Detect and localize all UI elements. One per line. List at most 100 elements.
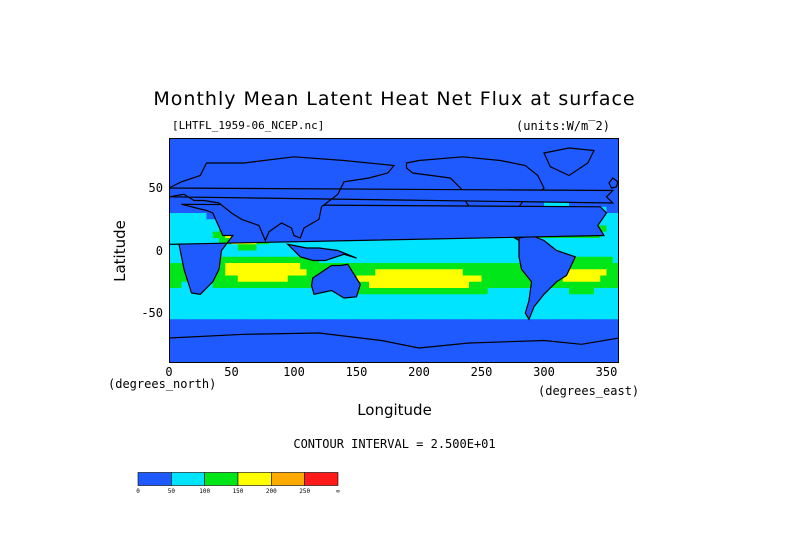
heatmap-cell — [400, 181, 408, 189]
heatmap-cell — [612, 225, 619, 233]
x-tick-label: 250 — [470, 365, 493, 379]
heatmap-cell — [500, 325, 508, 333]
heatmap-cell — [581, 294, 589, 302]
heatmap-cell — [506, 269, 514, 277]
colorbar-level-label: 200 — [265, 488, 277, 495]
heatmap-cell — [525, 156, 533, 164]
heatmap-cell — [562, 144, 570, 152]
heatmap-cell — [331, 319, 339, 327]
heatmap-cell — [312, 313, 320, 320]
heatmap-cell — [606, 156, 614, 164]
heatmap-cell — [400, 275, 408, 283]
heatmap-cell — [394, 313, 401, 320]
heatmap-cell — [287, 263, 295, 270]
heatmap-cell — [256, 138, 264, 145]
heatmap-cell — [594, 256, 601, 264]
heatmap-cell — [587, 269, 595, 277]
heatmap-cell — [250, 144, 258, 152]
heatmap-cell — [437, 281, 445, 289]
heatmap-cell — [231, 306, 239, 314]
heatmap-cell — [175, 225, 183, 233]
heatmap-cell — [387, 150, 395, 158]
heatmap-cell — [525, 281, 533, 289]
heatmap-cell — [256, 281, 264, 289]
heatmap-cell — [575, 175, 583, 183]
heatmap-cell — [312, 300, 320, 308]
heatmap-cell — [387, 306, 395, 314]
heatmap-cell — [512, 138, 520, 145]
heatmap-cell — [462, 269, 470, 277]
heatmap-cell — [250, 288, 258, 295]
heatmap-cell — [394, 319, 401, 327]
heatmap-cell — [406, 144, 414, 152]
heatmap-cell — [462, 275, 470, 283]
heatmap-cell — [169, 325, 176, 333]
heatmap-cell — [262, 306, 270, 314]
heatmap-cell — [606, 238, 614, 245]
heatmap-cell — [400, 138, 408, 145]
heatmap-cell — [356, 181, 364, 189]
heatmap-cell — [412, 313, 420, 320]
heatmap-cell — [219, 275, 226, 283]
heatmap-cell — [456, 200, 464, 208]
heatmap-cell — [169, 300, 176, 308]
heatmap-cell — [575, 263, 583, 270]
heatmap-cell — [600, 144, 608, 152]
heatmap-cell — [494, 144, 501, 152]
heatmap-cell — [594, 281, 601, 289]
heatmap-cell — [206, 313, 214, 320]
heatmap-cell — [431, 181, 439, 189]
heatmap-cell — [612, 163, 619, 170]
heatmap-cell — [287, 313, 295, 320]
heatmap-cell — [356, 138, 364, 145]
heatmap-cell — [262, 188, 270, 195]
heatmap-cell — [381, 200, 389, 208]
heatmap-cell — [269, 244, 276, 252]
heatmap-cell — [444, 300, 451, 308]
heatmap-cell — [375, 269, 383, 277]
heatmap-cell — [600, 200, 608, 208]
heatmap-cell — [481, 331, 489, 339]
heatmap-cell — [400, 306, 408, 314]
heatmap-cell — [444, 275, 451, 283]
heatmap-cell — [344, 144, 351, 152]
heatmap-cell — [381, 281, 389, 289]
heatmap-cell — [387, 181, 395, 189]
heatmap-cell — [356, 244, 364, 252]
heatmap-cell — [425, 269, 433, 277]
heatmap-cell — [512, 331, 520, 339]
heatmap-cell — [225, 288, 233, 295]
heatmap-cell — [169, 188, 176, 195]
heatmap-cell — [494, 331, 501, 339]
heatmap-cell — [387, 156, 395, 164]
heatmap-cell — [300, 281, 308, 289]
y-tick-label: 50 — [148, 181, 163, 195]
heatmap-cell — [400, 319, 408, 327]
heatmap-cell — [481, 288, 489, 295]
heatmap-cell — [600, 181, 608, 189]
heatmap-cell — [419, 288, 426, 295]
heatmap-cell — [287, 256, 295, 264]
heatmap-cell — [356, 331, 364, 339]
heatmap-cell — [200, 219, 208, 227]
heatmap-cell — [437, 256, 445, 264]
heatmap-cell — [250, 300, 258, 308]
heatmap-cell — [312, 294, 320, 302]
heatmap-cell — [469, 138, 476, 145]
heatmap-cell — [350, 200, 358, 208]
heatmap-cell — [400, 175, 408, 183]
heatmap-cell — [169, 213, 176, 220]
heatmap-cell — [169, 200, 176, 208]
heatmap-cell — [575, 300, 583, 308]
heatmap-cell — [369, 181, 376, 189]
heatmap-cell — [575, 144, 583, 152]
heatmap-cell — [531, 331, 539, 339]
heatmap-cell — [519, 200, 526, 208]
heatmap-cell — [500, 256, 508, 264]
heatmap-cell — [175, 306, 183, 314]
heatmap-cell — [231, 263, 239, 270]
heatmap-cell — [250, 319, 258, 327]
heatmap-cell — [262, 263, 270, 270]
heatmap-cell — [519, 288, 526, 295]
heatmap-cell — [481, 263, 489, 270]
